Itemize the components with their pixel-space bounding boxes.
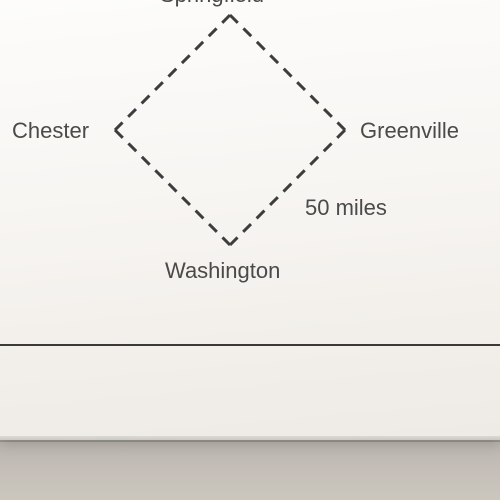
- paper-shadow-edge: [0, 436, 500, 442]
- route-diagram: [0, 0, 500, 440]
- label-edge-distance: 50 miles: [305, 195, 387, 221]
- label-washington: Washington: [165, 258, 280, 284]
- label-greenville: Greenville: [360, 118, 459, 144]
- paper-sheet: Springfield Chester Greenville Washingto…: [0, 0, 500, 440]
- label-springfield: Springfield: [160, 0, 264, 8]
- label-chester: Chester: [12, 118, 89, 144]
